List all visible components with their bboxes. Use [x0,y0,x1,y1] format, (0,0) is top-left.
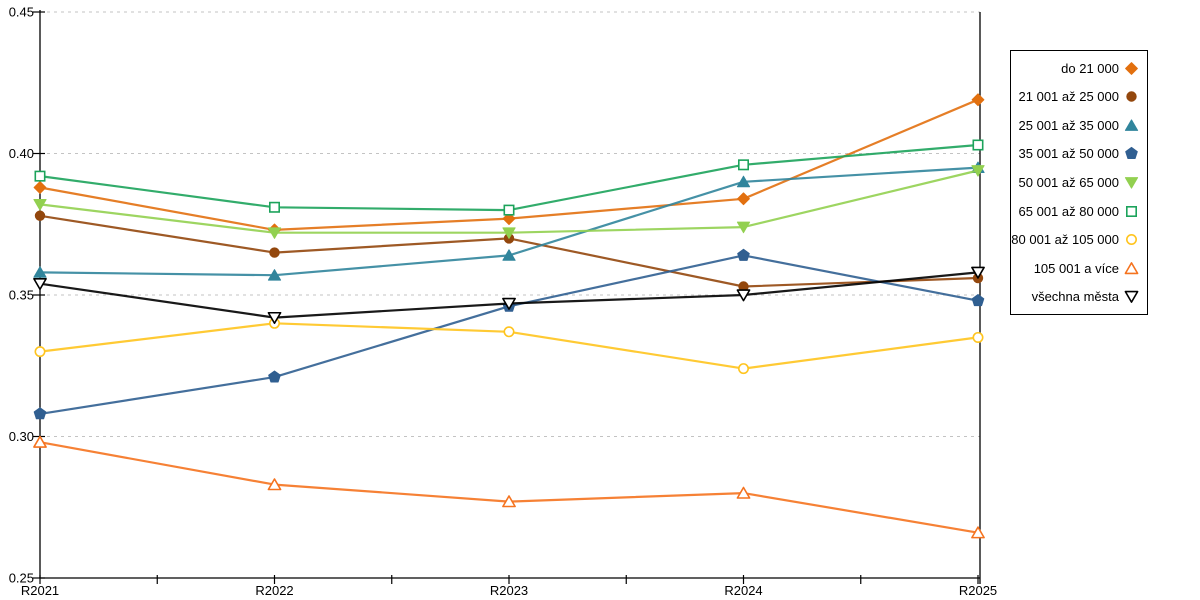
marker-25-001-az-35-000-r2021 [33,266,47,278]
x-tick-label: R2023 [490,583,528,598]
marker-vsechna-mesta-r2022 [267,311,282,325]
legend-item-label: 35 001 až 50 000 [1018,146,1119,162]
x-tick-label: R2025 [959,583,997,598]
marker-vsechna-mesta-r2024 [736,289,751,302]
legend-triangle-down-marker-icon [1124,290,1139,304]
legend-item-label: 50 001 až 65 000 [1018,174,1119,190]
triangle-up-icon [1124,119,1139,131]
marker-21-001-az-25-000-r2021 [34,210,46,221]
marker-50-001-az-65-000-r2024 [736,221,751,234]
x-tick-label: R2024 [724,583,762,598]
marker-vsechna-mesta-r2025 [971,266,985,279]
legend-square-marker-icon [1125,205,1137,217]
marker-80-001-az-105-000-r2023 [503,326,515,338]
series-80-001-az-105-000 [34,317,984,375]
marker-vsechna-mesta-r2021 [33,277,47,291]
series-50-001-az-65-000 [33,165,985,239]
legend-item-35-001-az-50-000: 35 001 až 50 000 [1011,146,1147,161]
marker-65-001-az-80-000-r2025 [972,139,984,151]
y-tick-label: 0.40 [9,146,34,161]
x-tick-label: R2022 [255,583,293,598]
legend-pentagon-marker-icon [1125,147,1138,160]
marker-50-001-az-65-000-r2025 [971,165,985,177]
marker-35-001-az-50-000-r2022 [268,370,281,383]
legend-item-21-001-az-25-000: 21 001 až 25 000 [1011,89,1147,104]
legend-triangle-up-marker-icon [1124,119,1139,131]
legend-item-label: 105 001 a více [1033,260,1119,276]
triangle-down-icon [1124,290,1139,304]
legend-item-label: všechna města [1031,289,1119,305]
legend-circle-marker-icon [1126,91,1137,103]
legend-item-50-001-az-65-000: 50 001 až 65 000 [1011,175,1147,190]
marker-105-001-a-vice-r2023 [502,495,516,508]
marker-65-001-az-80-000-r2024 [737,159,749,171]
square-icon [1125,205,1137,217]
marker-25-001-az-35-000-r2023 [502,249,516,261]
series-do-21-000 [33,93,985,237]
series-vsechna-mesta [33,266,985,325]
legend-triangle-up-marker-icon [1124,261,1139,274]
marker-105-001-a-vice-r2021 [33,435,47,448]
y-tick-label: 0.35 [9,288,34,303]
series-105-001-a-vice-line [38,441,980,534]
marker-35-001-az-50-000-r2025 [971,294,985,307]
diamond-icon [1125,61,1138,75]
marker-105-001-a-vice-r2025 [971,526,985,539]
marker-do-21-000-r2025 [971,93,985,107]
marker-35-001-az-50-000-r2024 [737,248,750,261]
marker-80-001-az-105-000-r2021 [34,346,46,358]
marker-do-21-000-r2021 [33,181,47,194]
marker-80-001-az-105-000-r2024 [737,363,749,375]
x-tick-label: R2021 [21,583,59,598]
legend-item-25-001-az-35-000: 25 001 až 35 000 [1011,118,1147,133]
marker-105-001-a-vice-r2022 [267,478,282,491]
legend-item-label: 21 001 až 25 000 [1018,89,1119,105]
y-tick-label: 0.45 [9,5,34,20]
marker-105-001-a-vice-r2024 [736,486,751,499]
marker-80-001-az-105-000-r2025 [972,331,984,343]
marker-35-001-az-50-000-r2021 [33,407,47,420]
marker-do-21-000-r2023 [502,212,516,225]
marker-25-001-az-35-000-r2024 [736,175,751,188]
marker-50-001-az-65-000-r2023 [502,227,516,239]
triangle-up-icon [1124,261,1139,274]
legend: do 21 000 21 001 až 25 000 25 001 až 35 00… [1010,50,1148,315]
marker-21-001-az-25-000-r2022 [269,247,280,258]
marker-50-001-az-65-000-r2021 [33,199,47,211]
pentagon-icon [1125,147,1138,160]
legend-item-label: do 21 000 [1061,60,1119,76]
legend-item-label: 65 001 až 80 000 [1018,203,1119,219]
legend-item-105-001-a-vice: 105 001 a více [1011,261,1147,276]
triangle-down-icon [1124,177,1139,189]
legend-item-label: 25 001 až 35 000 [1018,117,1119,133]
circle-icon [1126,91,1137,103]
series-65-001-az-80-000-line [38,143,980,212]
legend-triangle-down-marker-icon [1124,177,1139,189]
legend-item-80-001-az-105-000: 80 001 až 105 000 [1011,232,1147,247]
marker-65-001-az-80-000-r2021 [34,170,46,182]
y-tick-label: 0.25 [9,571,34,586]
legend-circle-marker-icon [1126,234,1137,246]
legend-item-label: 80 001 až 105 000 [1011,232,1119,248]
legend-item-65-001-az-80-000: 65 001 až 80 000 [1011,204,1147,219]
marker-50-001-az-65-000-r2022 [267,227,282,239]
legend-item-vsechna-mesta: všechna města [1011,289,1147,304]
marker-vsechna-mesta-r2023 [502,297,516,310]
legend-diamond-marker-icon [1125,61,1138,75]
marker-25-001-az-35-000-r2022 [267,269,282,281]
series-105-001-a-vice [33,435,985,539]
legend-item-do-21-000: do 21 000 [1011,61,1147,76]
marker-do-21-000-r2024 [737,192,750,206]
y-tick-label: 0.30 [9,429,34,444]
marker-65-001-az-80-000-r2022 [268,201,280,213]
marker-65-001-az-80-000-r2023 [503,204,515,216]
circle-icon [1126,234,1137,246]
series-65-001-az-80-000 [34,139,984,216]
